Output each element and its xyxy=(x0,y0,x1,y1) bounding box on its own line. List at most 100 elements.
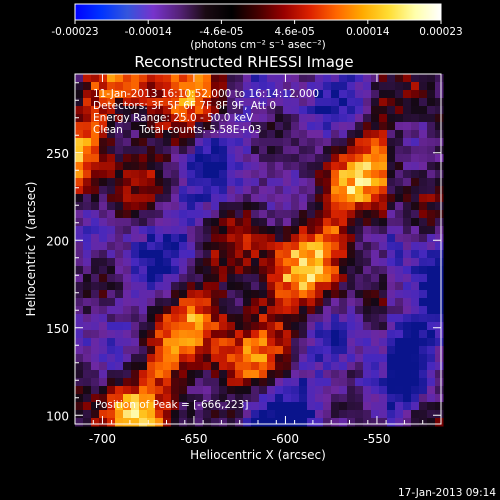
heatmap-cell xyxy=(187,186,196,195)
heatmap-cell xyxy=(195,226,204,235)
colorbar-tick-label: 0.00014 xyxy=(346,26,390,38)
heatmap-cell xyxy=(147,330,156,339)
heatmap-cell xyxy=(243,314,252,323)
heatmap-cell xyxy=(115,362,124,371)
heatmap-cell xyxy=(323,306,332,315)
heatmap-cell xyxy=(219,82,228,91)
heatmap-cell xyxy=(123,354,132,363)
heatmap-cell xyxy=(163,322,172,331)
heatmap-cell xyxy=(195,290,204,299)
heatmap-cell xyxy=(291,186,300,195)
heatmap-cell xyxy=(379,138,388,147)
heatmap-cell xyxy=(131,146,140,155)
heatmap-cell xyxy=(259,74,268,83)
heatmap-cell xyxy=(99,162,108,171)
heatmap-cell xyxy=(419,146,428,155)
heatmap-cell xyxy=(115,322,124,331)
heatmap-cell xyxy=(163,250,172,259)
heatmap-cell xyxy=(203,218,212,227)
heatmap-cell xyxy=(315,402,324,411)
heatmap-cell xyxy=(179,98,188,107)
heatmap-cell xyxy=(363,418,372,427)
heatmap-cell xyxy=(355,106,364,115)
heatmap-cell xyxy=(379,162,388,171)
heatmap-cell xyxy=(139,370,148,379)
heatmap-cell xyxy=(347,298,356,307)
heatmap-cell xyxy=(347,162,356,171)
heatmap-cell xyxy=(267,74,276,83)
heatmap-cell xyxy=(363,330,372,339)
heatmap-cell xyxy=(395,218,404,227)
heatmap-cell xyxy=(307,266,316,275)
heatmap-cell xyxy=(99,138,108,147)
heatmap-cell xyxy=(115,90,124,99)
heatmap-cell xyxy=(91,394,100,403)
heatmap-cell xyxy=(315,202,324,211)
heatmap-cell xyxy=(203,410,212,419)
heatmap-cell xyxy=(251,130,260,139)
heatmap-cell xyxy=(283,290,292,299)
heatmap-cell xyxy=(91,154,100,163)
heatmap-cell xyxy=(355,186,364,195)
heatmap-cell xyxy=(331,298,340,307)
heatmap-cell xyxy=(139,306,148,315)
heatmap-cell xyxy=(307,106,316,115)
heatmap-cell xyxy=(283,402,292,411)
heatmap-cell xyxy=(307,138,316,147)
heatmap-cell xyxy=(371,250,380,259)
heatmap-cell xyxy=(379,234,388,243)
heatmap-cell xyxy=(347,226,356,235)
heatmap-cell xyxy=(363,266,372,275)
heatmap-cell xyxy=(219,386,228,395)
heatmap-cell xyxy=(211,314,220,323)
heatmap-cell xyxy=(235,226,244,235)
heatmap-cell xyxy=(435,306,444,315)
heatmap-cell xyxy=(251,178,260,187)
heatmap-cell xyxy=(227,386,236,395)
heatmap-cell xyxy=(371,162,380,171)
heatmap-cell xyxy=(91,250,100,259)
heatmap-cell xyxy=(251,146,260,155)
heatmap-cell xyxy=(371,298,380,307)
heatmap-cell xyxy=(403,330,412,339)
heatmap-cell xyxy=(315,290,324,299)
heatmap-cell xyxy=(75,258,84,267)
heatmap-cell xyxy=(235,210,244,219)
heatmap-cell xyxy=(195,282,204,291)
heatmap-cell xyxy=(283,162,292,171)
heatmap-cell xyxy=(299,186,308,195)
heatmap-cell xyxy=(315,122,324,131)
heatmap-cell xyxy=(211,378,220,387)
heatmap-cell xyxy=(131,106,140,115)
heatmap-cell xyxy=(147,82,156,91)
heatmap-cell xyxy=(435,106,444,115)
heatmap-cell xyxy=(219,338,228,347)
heatmap-cell xyxy=(195,170,204,179)
heatmap-cell xyxy=(107,154,116,163)
heatmap-cell xyxy=(395,322,404,331)
heatmap-cell xyxy=(211,370,220,379)
heatmap-cell xyxy=(179,146,188,155)
heatmap-cell xyxy=(203,146,212,155)
heatmap-cell xyxy=(171,378,180,387)
heatmap-cell xyxy=(307,114,316,123)
heatmap-cell xyxy=(307,418,316,427)
heatmap-cell xyxy=(75,74,84,83)
heatmap-cell xyxy=(347,178,356,187)
colorbar-tick-label: 0.00023 xyxy=(419,26,462,38)
heatmap-cell xyxy=(283,338,292,347)
heatmap-cell xyxy=(211,402,220,411)
heatmap-cell xyxy=(83,306,92,315)
heatmap-cell xyxy=(107,282,116,291)
heatmap-cell xyxy=(395,106,404,115)
heatmap-cell xyxy=(427,322,436,331)
heatmap-cell xyxy=(155,370,164,379)
heatmap-cell xyxy=(283,242,292,251)
heatmap-cell xyxy=(115,346,124,355)
heatmap-cell xyxy=(387,138,396,147)
heatmap-cell xyxy=(315,90,324,99)
heatmap-cell xyxy=(419,306,428,315)
heatmap-cell xyxy=(211,242,220,251)
heatmap-cell xyxy=(123,74,132,83)
heatmap-cell xyxy=(99,314,108,323)
